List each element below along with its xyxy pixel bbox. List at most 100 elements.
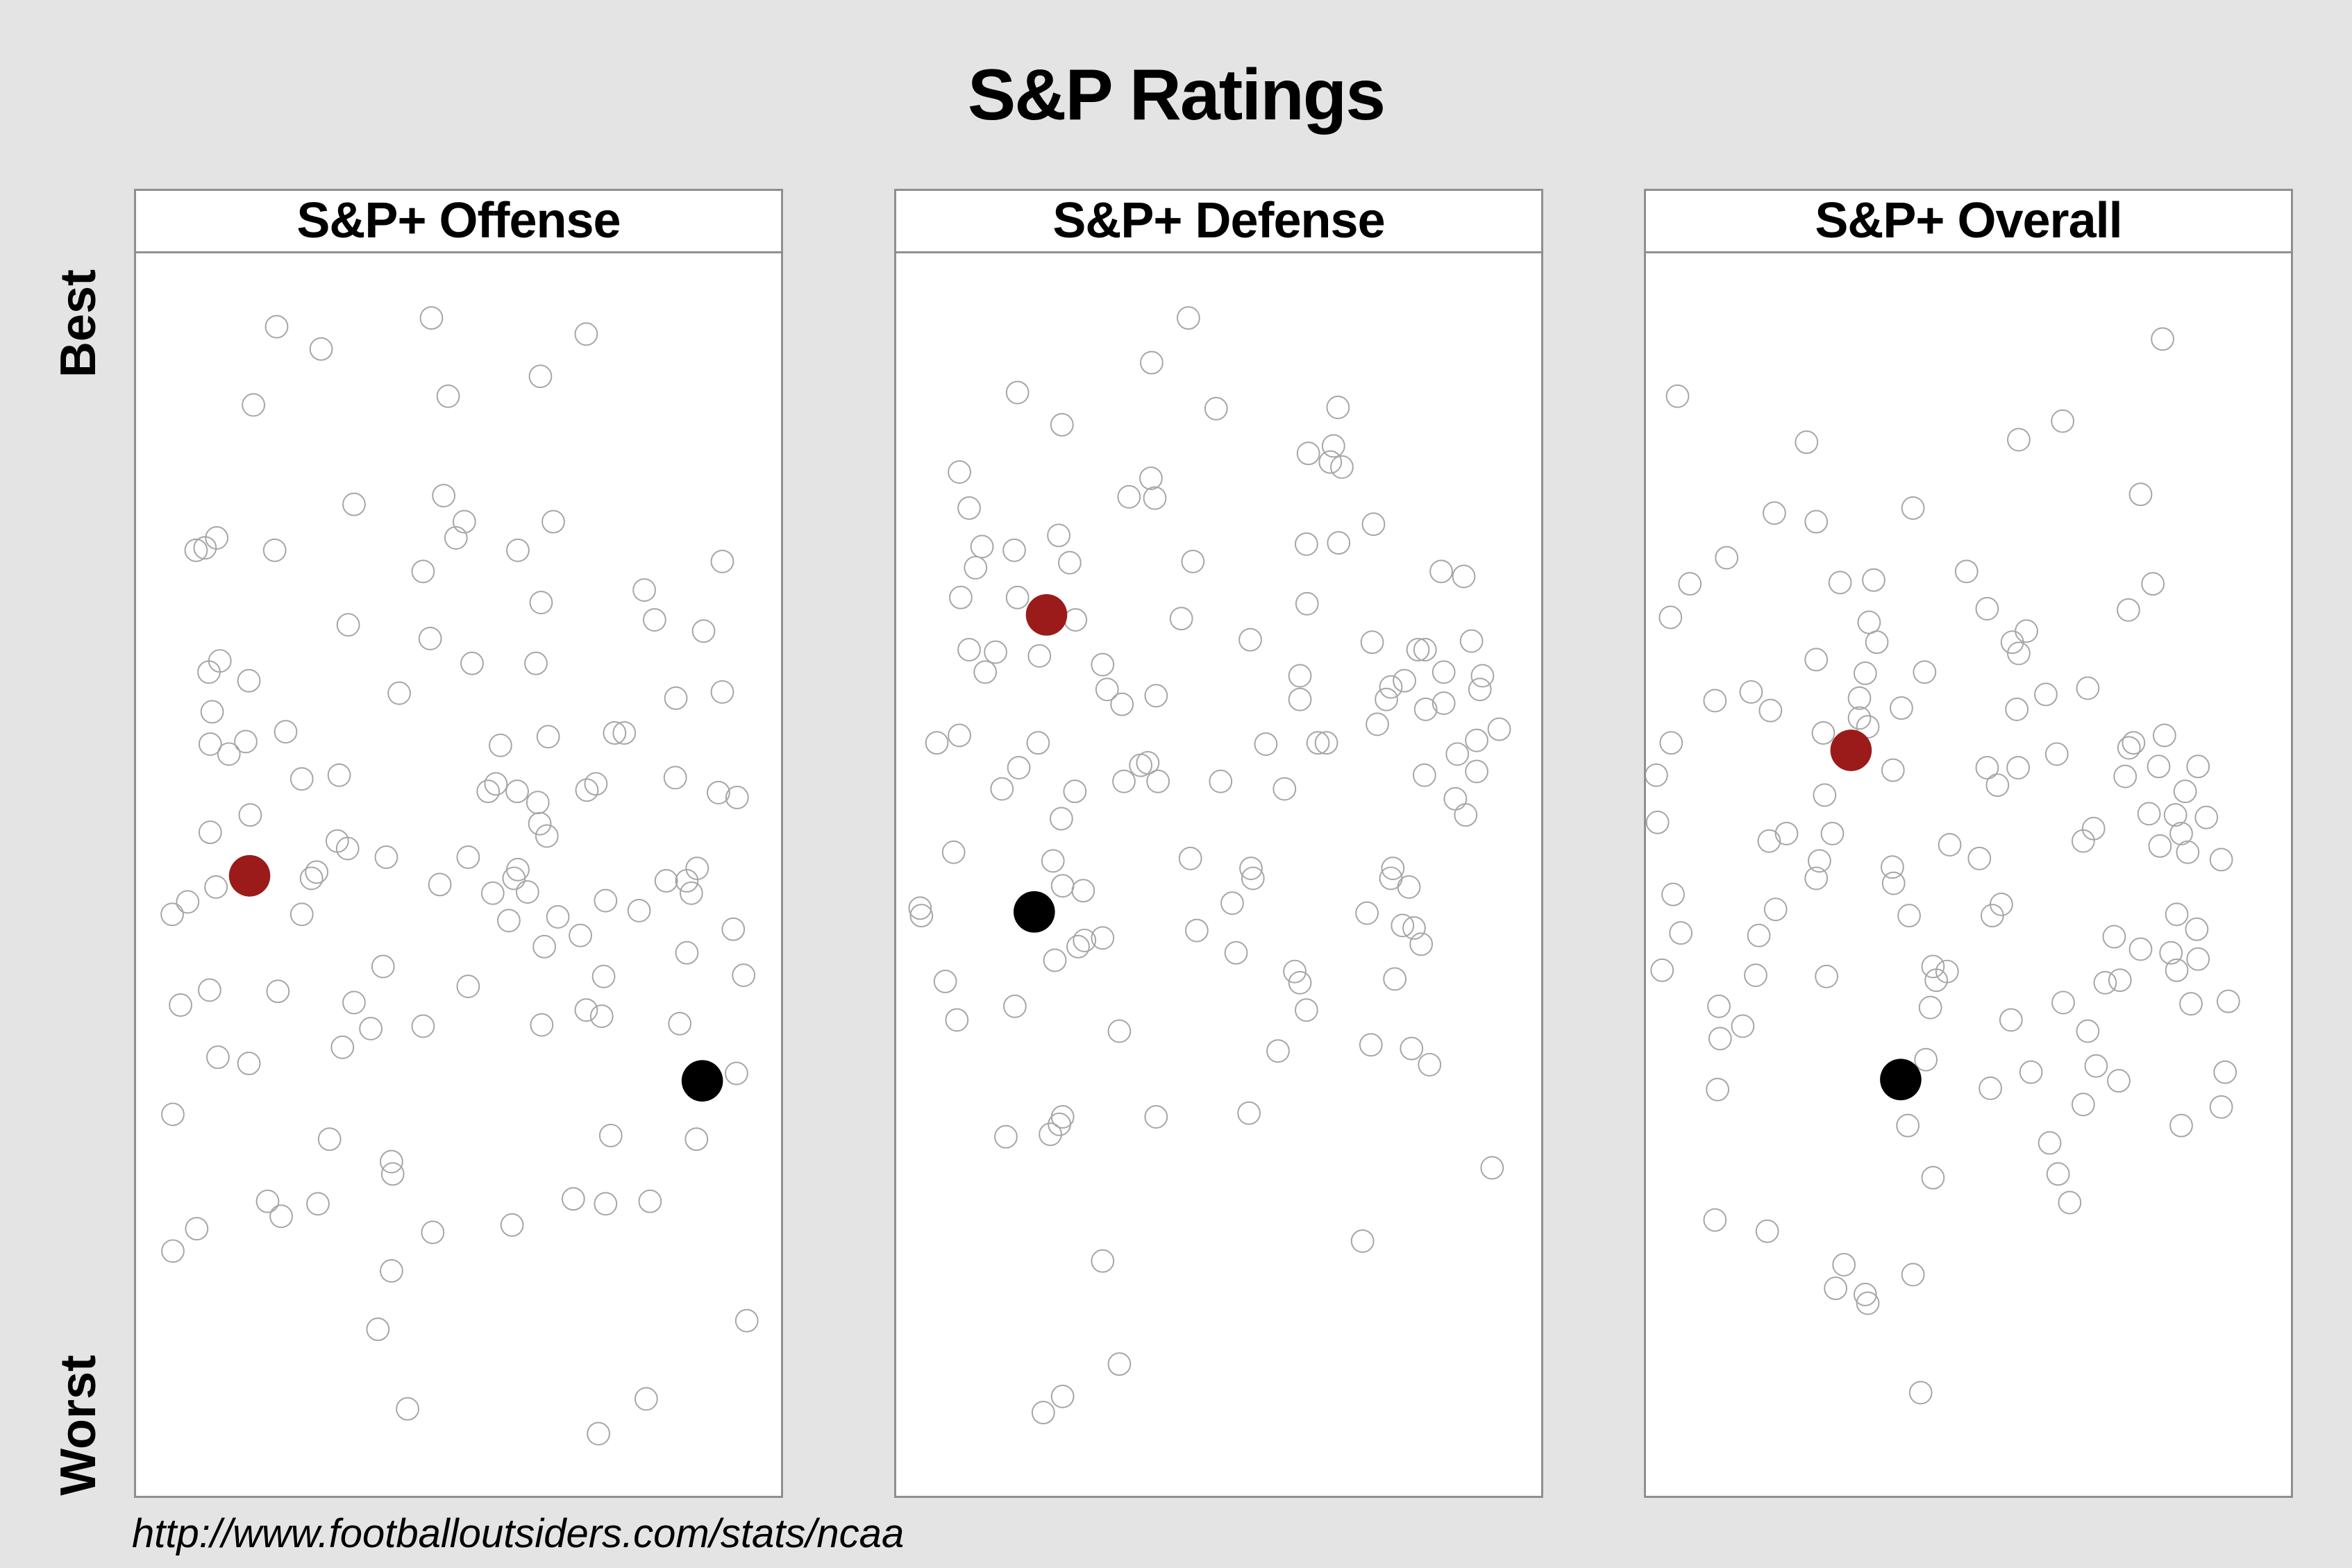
scatter-point (2044, 742, 2069, 766)
scatter-point (1847, 706, 1872, 730)
scatter-point (1314, 731, 1338, 755)
scatter-point (1047, 523, 1070, 548)
scatter-point (1856, 1291, 1880, 1315)
scatter-point (1975, 756, 1999, 779)
scatter-point (266, 979, 290, 1004)
scatter-point (1139, 466, 1163, 490)
scatter-point (1429, 559, 1453, 584)
scatter-point (2076, 1019, 2100, 1043)
scatter-point (1043, 948, 1067, 972)
scatter-point (1678, 572, 1702, 596)
black-dot-point (1014, 891, 1055, 933)
scatter-point (1706, 1077, 1730, 1102)
panel-overall: S&P+ Overall (1644, 189, 2293, 1498)
scatter-point (237, 1052, 261, 1076)
scatter-point (1715, 546, 1739, 570)
scatter-point (591, 964, 616, 988)
scatter-point (1659, 731, 1683, 755)
scatter-point (380, 1149, 403, 1174)
scatter-point (2071, 829, 2095, 853)
scatter-point (2179, 992, 2203, 1016)
scatter-point (1350, 1229, 1375, 1253)
scatter-point (1795, 430, 1819, 455)
scatter-point (1967, 846, 1992, 870)
scatter-point (169, 993, 192, 1017)
scatter-point (1454, 803, 1478, 827)
scatter-point (964, 555, 988, 580)
scatter-point (1804, 866, 1829, 891)
scatter-point (200, 700, 224, 724)
scatter-plot-defense (896, 253, 1541, 1496)
scatter-point (1031, 1401, 1055, 1425)
scatter-point (1294, 998, 1318, 1022)
scatter-point (632, 578, 656, 602)
scatter-point (1954, 559, 1979, 584)
scatter-point (973, 660, 998, 684)
scatter-point (1938, 833, 1962, 857)
scatter-point (1914, 1047, 1938, 1072)
scatter-point (1091, 1249, 1115, 1273)
scatter-point (204, 875, 228, 899)
scatter-point (2093, 970, 2117, 995)
scatter-canvas-defense (908, 306, 1511, 1425)
scatter-point (1832, 1253, 1856, 1276)
scatter-point (2163, 803, 2187, 827)
scatter-point (2159, 941, 2183, 965)
scatter-point (2117, 598, 2140, 622)
scatter-point (1755, 1219, 1779, 1243)
scatter-point (460, 651, 484, 675)
scatter-point (1703, 1208, 1727, 1232)
scatter-point (1220, 891, 1244, 916)
scatter-point (206, 1045, 230, 1070)
scatter-point (269, 1204, 293, 1229)
scatter-point (1985, 773, 2010, 798)
scatter-canvas-offense (160, 306, 759, 1446)
scatter-point (1185, 918, 1209, 943)
scatter-point (594, 1192, 618, 1216)
scatter-point (1071, 879, 1095, 903)
scatter-point (1980, 904, 2004, 928)
scatter-point (2113, 764, 2137, 789)
scatter-point (306, 1192, 330, 1216)
scatter-point (1979, 1076, 2002, 1100)
scatter-point (1048, 1112, 1071, 1136)
scatter-point (2173, 779, 2197, 804)
scatter-point (691, 619, 716, 643)
scatter-point (419, 306, 444, 330)
scatter-point (1413, 697, 1438, 721)
scatter-point (428, 872, 452, 897)
scatter-point (1181, 549, 1205, 573)
scatter-point (1039, 1122, 1062, 1147)
scatter-point (575, 778, 599, 802)
scatter-point (1178, 846, 1202, 870)
scatter-point (1418, 1052, 1442, 1077)
scatter-point (366, 1317, 390, 1342)
scatter-point (1327, 531, 1351, 555)
scatter-point (2038, 1131, 2062, 1155)
scatter-point (1908, 1381, 1933, 1405)
scatter-point (675, 941, 699, 965)
scatter-point (663, 766, 687, 790)
scatter-point (1026, 731, 1050, 755)
scatter-point (1306, 731, 1330, 755)
scatter-point (1856, 715, 1880, 739)
scatter-point (1881, 871, 1906, 895)
scatter-point (949, 585, 973, 609)
scatter-point (2046, 1162, 2070, 1186)
scatter-point (1091, 926, 1115, 950)
scatter-point (1857, 610, 1881, 634)
scatter-point (418, 626, 442, 650)
scatter-point (1828, 571, 1852, 595)
scatter-point (1400, 1036, 1424, 1061)
scatter-point (2006, 756, 2030, 779)
scatter-point (654, 869, 678, 893)
scatter-point (1865, 630, 1889, 655)
scatter-point (2034, 682, 2058, 707)
scatter-point (1465, 759, 1488, 784)
scatter-point (1402, 916, 1426, 940)
scatter-point (1107, 1019, 1132, 1043)
scatter-point (484, 772, 508, 796)
scatter-point (1144, 684, 1168, 708)
scatter-point (2122, 731, 2146, 755)
